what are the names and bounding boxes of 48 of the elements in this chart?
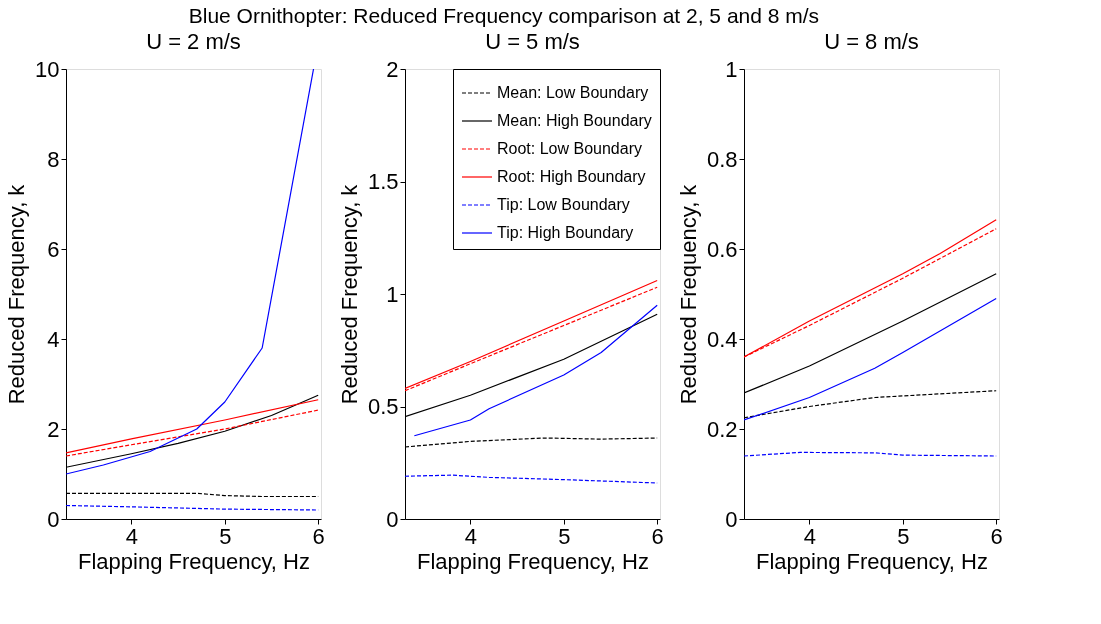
y-tick-label: 0.4 xyxy=(706,326,738,352)
legend-label: Root: Low Boundary xyxy=(497,140,642,157)
x-tick-label: 4 xyxy=(125,523,139,549)
x-tick-label: 5 xyxy=(897,523,910,549)
y-tick-label: 1 xyxy=(386,281,399,307)
y-tick-label: 6 xyxy=(47,236,60,262)
x-tick-label: 6 xyxy=(990,523,1003,549)
line-series xyxy=(66,69,315,475)
chart-subtitle: U = 2 m/s xyxy=(146,29,241,54)
y-tick-label: 0.5 xyxy=(367,394,399,419)
y-tick-label: 8 xyxy=(47,146,60,172)
chart-subtitle: U = 5 m/s xyxy=(485,29,580,54)
x-tick-label: 6 xyxy=(312,523,325,549)
y-tick-label: 0 xyxy=(386,506,399,532)
line-series xyxy=(66,399,319,454)
line-series xyxy=(405,474,658,484)
x-axis-title: Flapping Frequency, Hz xyxy=(417,548,649,574)
line-series xyxy=(413,304,658,437)
line-series xyxy=(744,297,997,421)
y-axis-title: Reduced Frequency, k xyxy=(336,183,362,405)
legend-label: Tip: Low Boundary xyxy=(497,196,630,213)
y-tick-label: 10 xyxy=(35,56,60,82)
line-series xyxy=(66,409,319,457)
x-tick-label: 6 xyxy=(651,523,664,549)
y-tick-label: 0.6 xyxy=(706,236,738,262)
y-tick-label: 4 xyxy=(47,326,60,352)
text: Blue Ornithopter: Reduced Frequency comparison at 2, 5 and 8 m/s xyxy=(188,3,820,27)
x-tick-label: 5 xyxy=(219,523,232,549)
y-axis-title: Reduced Frequency, k xyxy=(4,183,30,405)
x-axis-title: Flapping Frequency, Hz xyxy=(756,548,988,574)
y-tick-label: 0.8 xyxy=(706,146,738,172)
legend-label: Mean: Low Boundary xyxy=(497,84,649,101)
legend-label: Tip: High Boundary xyxy=(497,224,634,241)
y-tick-label: 0 xyxy=(725,506,738,532)
y-tick-label: 1 xyxy=(725,56,738,82)
y-tick-label: 0 xyxy=(47,506,60,532)
legend-label: Root: High Boundary xyxy=(497,168,646,185)
y-axis-title: Reduced Frequency, k xyxy=(675,183,701,405)
y-tick-label: 1.5 xyxy=(367,169,399,194)
y-tick-label: 2 xyxy=(47,416,60,442)
x-axis-title: Flapping Frequency, Hz xyxy=(78,548,310,574)
chart-subtitle: U = 8 m/s xyxy=(824,29,919,54)
x-tick-label: 4 xyxy=(803,523,817,549)
x-tick-label: 5 xyxy=(558,523,571,549)
y-tick-label: 0.2 xyxy=(706,416,738,442)
legend-label: Mean: High Boundary xyxy=(497,112,652,129)
y-tick-label: 2 xyxy=(386,56,399,82)
x-tick-label: 4 xyxy=(464,523,478,549)
